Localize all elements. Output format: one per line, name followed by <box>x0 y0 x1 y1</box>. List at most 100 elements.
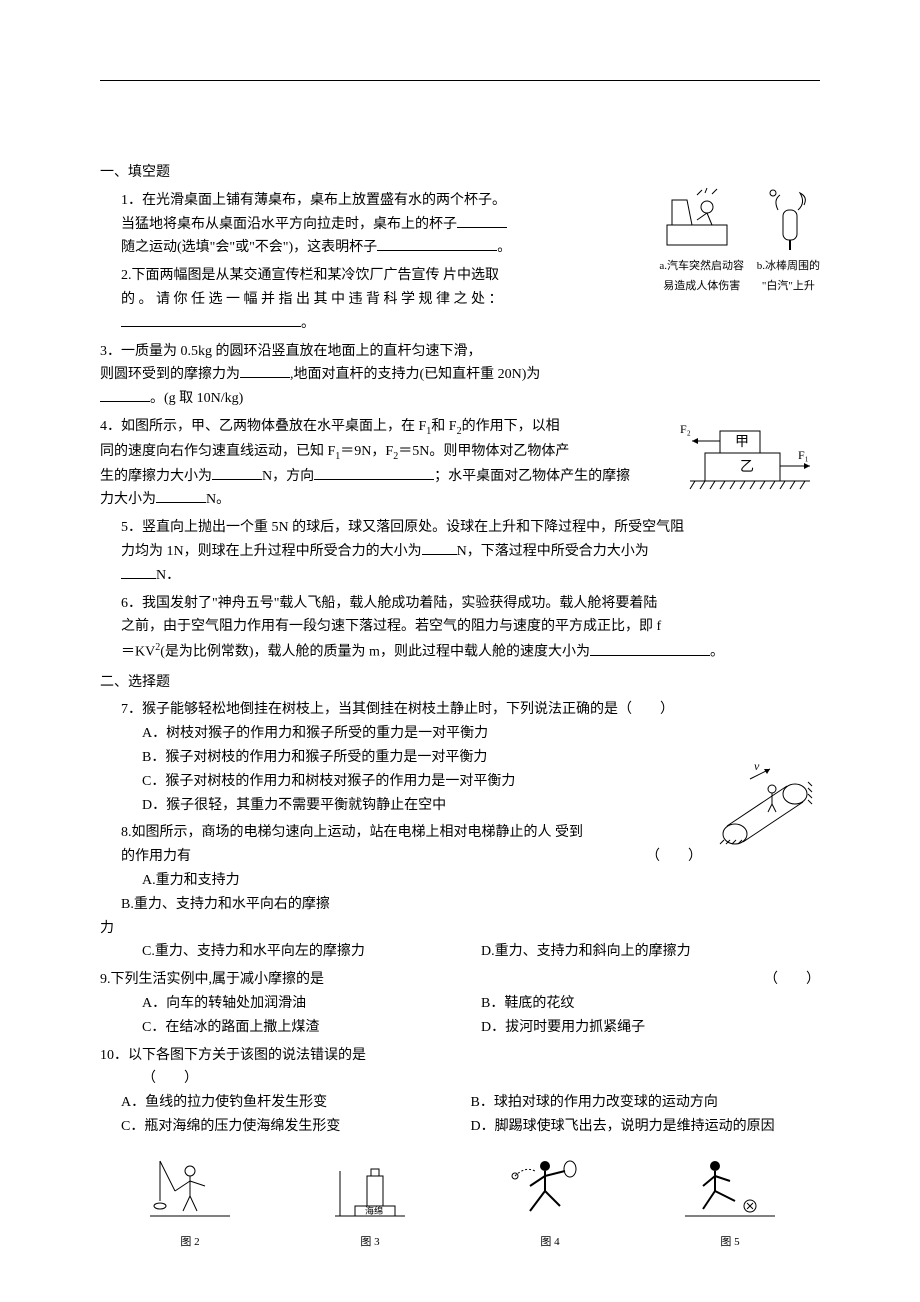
q1-blank2[interactable] <box>377 236 497 251</box>
q4-t3: 的作用下，以相 <box>462 419 560 434</box>
q3-line1: 3．一质量为 0.5kg 的圆环沿竖直放在地面上的直杆匀速下滑， <box>100 340 820 364</box>
q4-blank3[interactable] <box>156 488 206 503</box>
q10-opt-c[interactable]: C．瓶对海绵的压力使海绵发生形变 <box>121 1115 471 1139</box>
q6-blank[interactable] <box>590 641 710 656</box>
q4-line2: 同的速度向右作匀速直线运动，已知 F1＝9N，F2＝5N。则甲物体对乙物体产 <box>100 440 820 465</box>
q8-opt-b-tail: 力 <box>100 917 820 941</box>
q9-opt-b[interactable]: B．鞋底的花纹 <box>481 992 820 1016</box>
q6-line3: ＝KV2(是为比例常数)，载人舱的质量为 m，则此过程中载人舱的速度大小为。 <box>121 639 820 664</box>
q10-paren-line: （ ） <box>100 1067 820 1091</box>
q3-text-c: 。(g 取 10N/kg) <box>150 391 243 406</box>
q4-line4: 力大小为 N。 <box>100 488 820 512</box>
tennis-icon <box>495 1151 605 1231</box>
q10-opts-row2: C．瓶对海绵的压力使海绵发生形变 D．脚踢球使球飞出去，说明力是维持运动的原因 <box>100 1115 820 1139</box>
q1-blank1[interactable] <box>457 213 507 228</box>
q10-paren[interactable]: （ ） <box>142 1071 198 1086</box>
q4-line1: 4．如图所示，甲、乙两物体叠放在水平桌面上，在 F1和 F2的作用下，以相 <box>100 415 820 440</box>
q5-t1: 力均为 1N，则球在上升过程中所受合力的大小为 <box>121 544 422 559</box>
section2-title: 二、选择题 <box>100 671 820 695</box>
q7-opt-d[interactable]: D．猴子很轻，其重力不需要平衡就钩静止在空中 <box>121 794 820 818</box>
q9-paren[interactable]: （ ） <box>764 968 820 992</box>
q8: 8.如图所示，商场的电梯匀速向上运动，站在电梯上相对电梯静止的人 受到 的作用力… <box>100 821 820 916</box>
figure-3: 海绵 图 3 <box>280 1151 460 1252</box>
q9-opts-row1: A．向车的转轴处加润滑油 B．鞋底的花纹 <box>100 992 820 1016</box>
q10-stem: 10．以下各图下方关于该图的说法错误的是 <box>100 1044 820 1068</box>
q6-line1: 6．我国发射了"神舟五号"载人飞船，载人舱成功着陆，实验获得成功。载人舱将要着陆 <box>121 592 820 616</box>
q10-opt-b[interactable]: B．球拍对球的作用力改变球的运动方向 <box>471 1091 821 1115</box>
q8-opt-c[interactable]: C.重力、支持力和水平向左的摩擦力 <box>142 940 481 964</box>
kick-ball-icon <box>675 1151 785 1231</box>
figure-3-caption: 图 3 <box>280 1233 460 1252</box>
q1-text-a: 当猛地将桌布从桌面沿水平方向拉走时，桌布上的杯子 <box>121 217 457 232</box>
q8-stem2: 的作用力有 （ ） <box>121 845 820 869</box>
q4-blank1[interactable] <box>212 465 262 480</box>
q4-t11: N。 <box>206 492 230 507</box>
q4-t7: 生的摩擦力大小为 <box>100 469 212 484</box>
q9: 9.下列生活实例中,属于减小摩擦的是 （ ） A．向车的转轴处加润滑油 B．鞋底… <box>100 968 820 1039</box>
q6-line2: 之前，由于空气阻力作用有一段匀速下落过程。若空气的阻力与速度的平方成正比，即 f <box>121 615 820 639</box>
q1-text-b: 随之运动(选填"会"或"不会")，这表明杯子 <box>121 240 377 255</box>
q2-line2: 的 。 请 你 任 选 一 幅 并 指 出 其 中 违 背 科 学 规 律 之 … <box>121 288 820 312</box>
q3: 3．一质量为 0.5kg 的圆环沿竖直放在地面上的直杆匀速下滑， 则圆环受到的摩… <box>100 340 820 411</box>
q5-line2: 力均为 1N，则球在上升过程中所受合力的大小为 N，下落过程中所受合力大小为 <box>121 540 820 564</box>
q2-blank[interactable] <box>121 312 301 327</box>
q6-t2: (是为比例常数)，载人舱的质量为 m，则此过程中载人舱的速度大小为 <box>160 645 590 660</box>
q4: 4．如图所示，甲、乙两物体叠放在水平桌面上，在 F1和 F2的作用下，以相 同的… <box>100 415 820 512</box>
q5-blank1[interactable] <box>422 540 457 555</box>
section1-title: 一、填空题 <box>100 161 820 185</box>
q7-stem: 7．猴子能够轻松地倒挂在树枝上，当其倒挂在树枝土静止时，下列说法正确的是（ ） <box>121 698 820 722</box>
q4-line3: 生的摩擦力大小为N，方向；水平桌面对乙物体产生的摩擦 <box>100 465 820 489</box>
q6-t3: 。 <box>710 645 724 660</box>
q2-line3: 。 <box>121 312 820 336</box>
q9-opt-a[interactable]: A．向车的转轴处加润滑油 <box>142 992 481 1016</box>
q5-t3: N． <box>156 568 180 583</box>
q4-t1: 4．如图所示，甲、乙两物体叠放在水平桌面上，在 F <box>100 419 426 434</box>
figure-4-caption: 图 4 <box>460 1233 640 1252</box>
q5-blank2[interactable] <box>121 564 156 579</box>
q2-end: 。 <box>301 316 315 331</box>
q3-blank2[interactable] <box>100 387 150 402</box>
q8-paren[interactable]: （ ） <box>646 845 702 869</box>
figure-4: 图 4 <box>460 1151 640 1252</box>
q8-opts-row1: A.重力和支持力 B.重力、支持力和水平向右的摩擦 <box>121 869 820 917</box>
q1: 1．在光滑桌面上铺有薄桌布，桌布上放置盛有水的两个杯子。 当猛地将桌布从桌面沿水… <box>100 189 820 260</box>
q4-t10: 力大小为 <box>100 492 156 507</box>
q9-opt-d[interactable]: D．拔河时要用力抓紧绳子 <box>481 1016 820 1040</box>
q10-opt-d[interactable]: D．脚踢球使球飞出去，说明力是维持运动的原因 <box>471 1115 821 1139</box>
q6-t1: ＝KV <box>121 645 155 660</box>
q6: 6．我国发射了"神舟五号"载人飞船，载人舱成功着陆，实验获得成功。载人舱将要着陆… <box>100 592 820 665</box>
q7-opt-c[interactable]: C．猴子对树枝的作用力和树枝对猴子的作用力是一对平衡力 <box>121 770 820 794</box>
q7: 7．猴子能够轻松地倒挂在树枝上，当其倒挂在树枝土静止时，下列说法正确的是（ ） … <box>100 698 820 817</box>
q3-blank1[interactable] <box>240 363 290 378</box>
q1-line1: 1．在光滑桌面上铺有薄桌布，桌布上放置盛有水的两个杯子。 <box>121 189 820 213</box>
q4-t6: ＝5N。则甲物体对乙物体产 <box>398 444 569 459</box>
q8-stem2-text: 的作用力有 <box>121 849 191 864</box>
q10-opts-row1: A．鱼线的拉力使钓鱼杆发生形变 B．球拍对球的作用力改变球的运动方向 <box>100 1091 820 1115</box>
q5: 5．竖直向上抛出一个重 5N 的球后，球又落回原处。设球在上升和下降过程中，所受… <box>100 516 820 587</box>
q7-opt-b[interactable]: B．猴子对树枝的作用力和猴子所受的重力是一对平衡力 <box>121 746 820 770</box>
q4-t5: ＝9N，F <box>340 444 393 459</box>
q4-blank2[interactable] <box>314 465 434 480</box>
bottle-sponge-icon: 海绵 <box>325 1151 415 1231</box>
q8-opt-a[interactable]: A.重力和支持力 <box>121 869 492 893</box>
q8-opt-d[interactable]: D.重力、支持力和斜向上的摩擦力 <box>481 940 820 964</box>
q5-line1: 5．竖直向上抛出一个重 5N 的球后，球又落回原处。设球在上升和下降过程中，所受… <box>121 516 820 540</box>
q3-text-a: 则圆环受到的摩擦力为 <box>100 367 240 382</box>
q3-line2: 则圆环受到的摩擦力为 ,地面对直杆的支持力(已知直杆重 20N)为 <box>100 363 820 387</box>
q9-stem: 9.下列生活实例中,属于减小摩擦的是 （ ） <box>100 968 820 992</box>
q7-opt-a[interactable]: A．树枝对猴子的作用力和猴子所受的重力是一对平衡力 <box>121 722 820 746</box>
q9-opt-c[interactable]: C．在结冰的路面上撒上煤渣 <box>142 1016 481 1040</box>
q3-text-b: ,地面对直杆的支持力(已知直杆重 20N)为 <box>290 367 540 382</box>
q1-line2: 当猛地将桌布从桌面沿水平方向拉走时，桌布上的杯子 <box>121 213 820 237</box>
q9-opts-row2: C．在结冰的路面上撒上煤渣 D．拔河时要用力抓紧绳子 <box>100 1016 820 1040</box>
q2-line1: 2.下面两幅图是从某交通宣传栏和某冷饮厂广告宣传 片中选取 <box>121 264 820 288</box>
svg-text:海绵: 海绵 <box>365 1205 383 1216</box>
q5-t2: N，下落过程中所受合力大小为 <box>457 544 649 559</box>
q10-opt-a[interactable]: A．鱼线的拉力使钓鱼杆发生形变 <box>121 1091 471 1115</box>
q4-t2: 和 F <box>431 419 456 434</box>
q10: 10．以下各图下方关于该图的说法错误的是 （ ） A．鱼线的拉力使钓鱼杆发生形变… <box>100 1044 820 1252</box>
q8-opts-row2: C.重力、支持力和水平向左的摩擦力 D.重力、支持力和斜向上的摩擦力 <box>100 940 820 964</box>
horizontal-rule <box>100 80 820 81</box>
figure-5: 图 5 <box>640 1151 820 1252</box>
q8-opt-b[interactable]: B.重力、支持力和水平向右的摩擦 <box>121 893 471 917</box>
